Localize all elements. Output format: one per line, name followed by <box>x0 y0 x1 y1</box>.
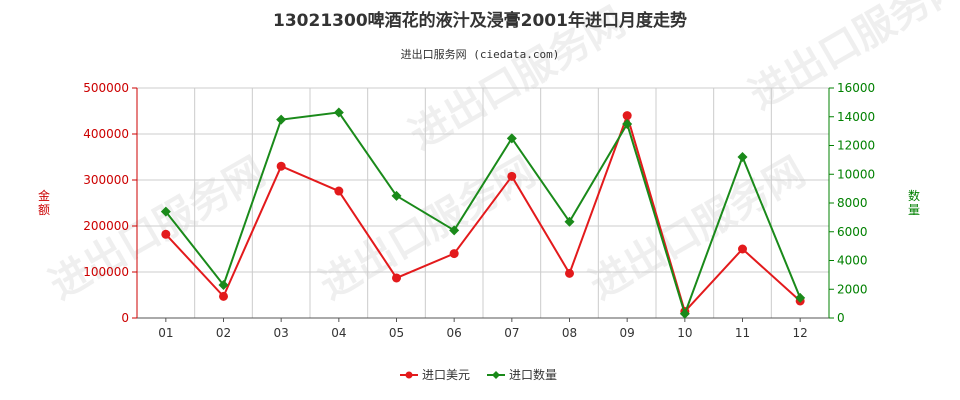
chart-title: 13021300啤酒花的液汁及浸膏2001年进口月度走势 <box>273 10 687 31</box>
data-point <box>160 206 171 217</box>
legend-label: 进口数量 <box>509 367 557 382</box>
data-point <box>161 229 171 239</box>
legend-label: 进口美元 <box>422 368 470 382</box>
legend-item: 进口美元 <box>400 368 470 382</box>
data-point <box>564 216 575 227</box>
x-tick-label: 09 <box>620 326 635 340</box>
y-right-tick-label: 6000 <box>837 225 868 239</box>
watermark-text: 进出口服务网 <box>742 0 960 119</box>
data-point <box>795 292 806 303</box>
y-right-tick-label: 16000 <box>837 81 875 95</box>
y-left-axis-title: 金额 <box>38 188 50 217</box>
legend-item: 进口数量 <box>487 367 557 382</box>
x-tick-label: 06 <box>447 326 462 340</box>
x-tick-label: 11 <box>735 326 750 340</box>
x-tick-label: 01 <box>158 326 173 340</box>
x-tick-label: 04 <box>331 326 346 340</box>
chart-subtitle: 进出口服务网 (ciedata.com) <box>401 47 560 61</box>
data-point <box>622 118 633 129</box>
y-right-tick-label: 2000 <box>837 282 868 296</box>
y-left-tick-label: 100000 <box>83 265 129 279</box>
series <box>160 107 806 319</box>
data-point <box>679 308 690 319</box>
data-point <box>219 291 228 301</box>
data-point <box>449 225 460 236</box>
x-tick-label: 05 <box>389 326 404 340</box>
y-right-tick-label: 4000 <box>837 254 868 268</box>
data-point <box>507 171 517 181</box>
y-left-tick-label: 300000 <box>83 173 129 187</box>
data-point <box>276 114 287 125</box>
series-line <box>165 112 801 314</box>
data-point <box>333 107 344 118</box>
legend-swatch-marker <box>405 371 413 379</box>
y-right-tick-label: 14000 <box>837 110 875 124</box>
data-point <box>737 152 748 162</box>
data-point <box>276 161 286 171</box>
data-point <box>392 273 401 283</box>
y-right-tick-label: 12000 <box>837 139 875 153</box>
series-2 <box>160 107 806 319</box>
x-tick-label: 07 <box>504 326 519 340</box>
data-point <box>506 133 517 144</box>
watermark-text: 进出口服务网 <box>312 149 543 309</box>
legend-swatch-marker <box>492 371 500 379</box>
x-tick-label: 12 <box>793 326 808 340</box>
y-right-tick-label: 8000 <box>837 196 868 210</box>
y-left-tick-label: 400000 <box>83 127 129 141</box>
y-right-axis-title: 数量 <box>908 188 920 217</box>
data-point <box>565 268 574 278</box>
data-point <box>738 244 747 254</box>
data-point <box>449 249 459 259</box>
x-tick-label: 08 <box>562 326 577 340</box>
axes: 0 100000 200000 300000 400000 500000 0 2000 4000… <box>83 81 875 340</box>
watermark-text: 进出口服务网 <box>42 149 273 309</box>
watermark-text: 进出口服务网 <box>582 149 813 309</box>
y-left-tick-label: 500000 <box>83 81 129 95</box>
data-point <box>391 190 402 201</box>
y-left-tick-label: 0 <box>121 311 129 325</box>
x-tick-label: 02 <box>216 326 231 340</box>
data-point <box>622 111 632 121</box>
data-point <box>218 279 229 290</box>
y-right-tick-label: 10000 <box>837 167 875 181</box>
x-tick-label: 03 <box>274 326 289 340</box>
x-tick-label: 10 <box>677 326 692 340</box>
legend: 进口美元 进口数量 <box>400 367 557 382</box>
data-point <box>334 186 344 196</box>
y-left-tick-label: 200000 <box>83 219 129 233</box>
y-right-tick-label: 0 <box>837 311 845 325</box>
series-line <box>165 111 802 317</box>
